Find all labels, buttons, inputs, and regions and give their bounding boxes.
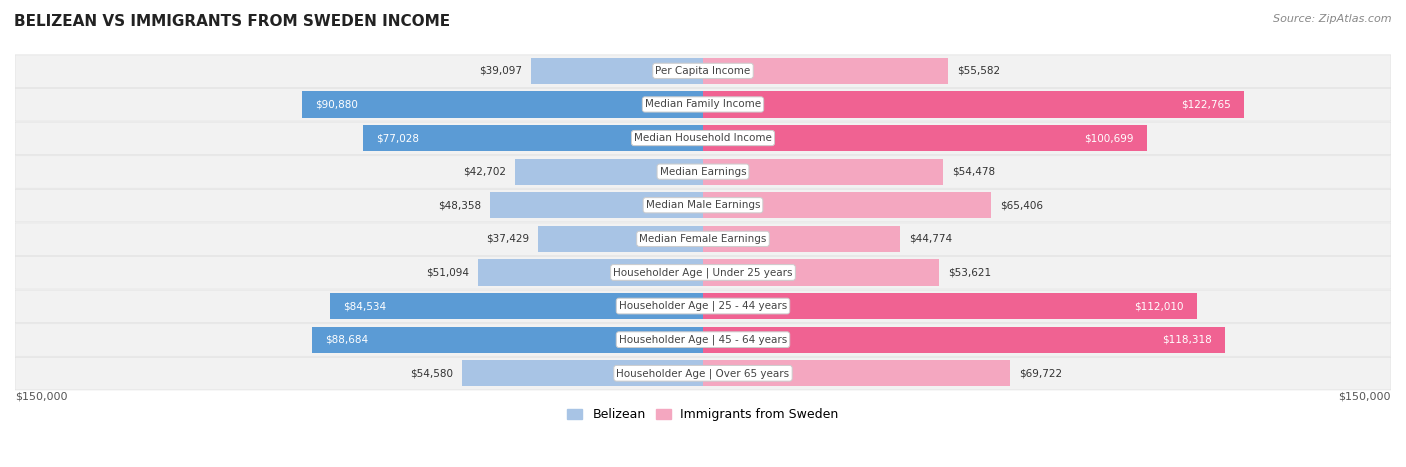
Text: Per Capita Income: Per Capita Income <box>655 66 751 76</box>
FancyBboxPatch shape <box>15 55 1391 87</box>
Text: $118,318: $118,318 <box>1161 335 1212 345</box>
Text: Median Family Income: Median Family Income <box>645 99 761 109</box>
FancyBboxPatch shape <box>15 290 1391 323</box>
Text: $100,699: $100,699 <box>1084 133 1133 143</box>
Text: $65,406: $65,406 <box>1000 200 1043 210</box>
FancyBboxPatch shape <box>15 88 1391 121</box>
Bar <box>312 326 703 353</box>
FancyBboxPatch shape <box>15 223 1391 255</box>
Text: Householder Age | 45 - 64 years: Householder Age | 45 - 64 years <box>619 334 787 345</box>
Bar <box>703 125 1147 151</box>
Text: $150,000: $150,000 <box>1339 392 1391 402</box>
Text: $90,880: $90,880 <box>315 99 359 109</box>
Text: $54,478: $54,478 <box>952 167 995 177</box>
Bar <box>330 293 703 319</box>
Bar <box>703 293 1197 319</box>
Text: $54,580: $54,580 <box>411 368 454 378</box>
Bar <box>538 226 703 252</box>
Text: Householder Age | Over 65 years: Householder Age | Over 65 years <box>616 368 790 379</box>
Bar <box>703 226 900 252</box>
Text: $51,094: $51,094 <box>426 268 468 277</box>
FancyBboxPatch shape <box>15 256 1391 289</box>
Text: $84,534: $84,534 <box>343 301 387 311</box>
Text: BELIZEAN VS IMMIGRANTS FROM SWEDEN INCOME: BELIZEAN VS IMMIGRANTS FROM SWEDEN INCOM… <box>14 14 450 29</box>
Bar <box>703 92 1244 118</box>
Text: $48,358: $48,358 <box>437 200 481 210</box>
FancyBboxPatch shape <box>15 122 1391 155</box>
FancyBboxPatch shape <box>15 156 1391 188</box>
Text: Householder Age | Under 25 years: Householder Age | Under 25 years <box>613 267 793 278</box>
Bar <box>703 58 948 84</box>
Bar <box>302 92 703 118</box>
Text: $112,010: $112,010 <box>1135 301 1184 311</box>
Text: $88,684: $88,684 <box>325 335 368 345</box>
Text: $122,765: $122,765 <box>1181 99 1232 109</box>
Text: $37,429: $37,429 <box>486 234 529 244</box>
Bar <box>530 58 703 84</box>
Text: Median Household Income: Median Household Income <box>634 133 772 143</box>
Text: Median Male Earnings: Median Male Earnings <box>645 200 761 210</box>
Text: Median Earnings: Median Earnings <box>659 167 747 177</box>
FancyBboxPatch shape <box>15 357 1391 390</box>
Bar <box>703 259 939 285</box>
Text: $39,097: $39,097 <box>479 66 522 76</box>
Bar <box>363 125 703 151</box>
Bar <box>703 192 991 219</box>
Text: $53,621: $53,621 <box>948 268 991 277</box>
Text: $44,774: $44,774 <box>910 234 952 244</box>
Bar <box>515 158 703 185</box>
Bar <box>478 259 703 285</box>
Bar <box>703 158 943 185</box>
Text: $69,722: $69,722 <box>1019 368 1063 378</box>
Text: Householder Age | 25 - 44 years: Householder Age | 25 - 44 years <box>619 301 787 311</box>
Bar <box>703 360 1011 386</box>
Text: $42,702: $42,702 <box>463 167 506 177</box>
Text: Median Female Earnings: Median Female Earnings <box>640 234 766 244</box>
FancyBboxPatch shape <box>15 189 1391 222</box>
Text: $77,028: $77,028 <box>377 133 419 143</box>
Text: $150,000: $150,000 <box>15 392 67 402</box>
Bar <box>703 326 1225 353</box>
Bar <box>463 360 703 386</box>
Text: Source: ZipAtlas.com: Source: ZipAtlas.com <box>1274 14 1392 24</box>
FancyBboxPatch shape <box>15 324 1391 356</box>
Bar <box>489 192 703 219</box>
Legend: Belizean, Immigrants from Sweden: Belizean, Immigrants from Sweden <box>562 403 844 426</box>
Text: $55,582: $55,582 <box>957 66 1000 76</box>
